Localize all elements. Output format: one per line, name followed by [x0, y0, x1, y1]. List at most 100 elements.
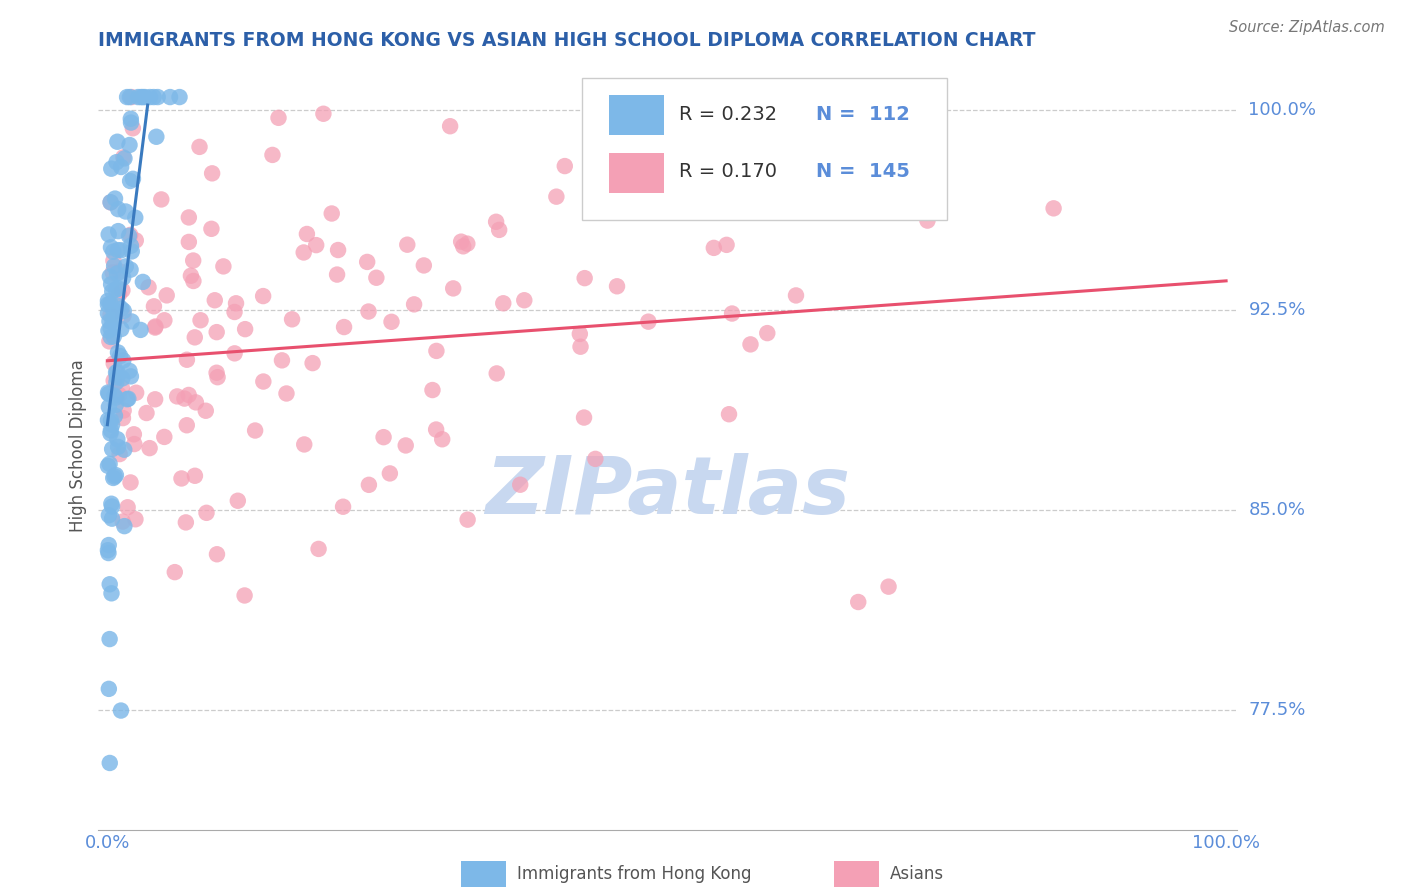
Point	[108, 287, 131, 301]
Point	[97, 508, 120, 523]
Point	[224, 305, 246, 319]
Point	[132, 90, 155, 104]
Point	[637, 315, 659, 329]
Point	[225, 296, 247, 310]
Point	[110, 301, 132, 316]
Point	[120, 238, 142, 252]
Point	[574, 271, 596, 285]
Point	[917, 213, 939, 227]
Point	[101, 265, 124, 279]
Point	[357, 478, 380, 492]
Point	[205, 325, 228, 339]
Point	[103, 469, 125, 483]
Point	[112, 442, 135, 457]
Point	[107, 365, 129, 379]
Point	[546, 189, 568, 203]
Point	[321, 206, 343, 220]
Point	[721, 306, 744, 320]
Point	[105, 135, 128, 149]
Point	[100, 497, 122, 511]
FancyBboxPatch shape	[609, 153, 665, 193]
Text: Immigrants from Hong Kong: Immigrants from Hong Kong	[517, 865, 752, 883]
Point	[114, 260, 136, 274]
Point	[97, 458, 120, 473]
Point	[103, 244, 125, 259]
Point	[583, 451, 606, 466]
Point	[97, 297, 120, 311]
Text: R = 0.170: R = 0.170	[679, 161, 778, 181]
Point	[176, 352, 198, 367]
Point	[103, 329, 125, 343]
Point	[142, 299, 165, 313]
Point	[97, 324, 120, 338]
Point	[121, 121, 143, 136]
Point	[226, 493, 249, 508]
Point	[97, 413, 120, 427]
Point	[100, 195, 122, 210]
Point	[412, 259, 434, 273]
Point	[163, 565, 186, 579]
FancyBboxPatch shape	[609, 95, 665, 135]
Text: Source: ZipAtlas.com: Source: ZipAtlas.com	[1229, 20, 1385, 35]
Point	[100, 413, 122, 427]
Point	[205, 366, 228, 380]
Point	[252, 375, 274, 389]
Point	[212, 260, 235, 274]
Point	[114, 204, 136, 219]
Point	[107, 243, 129, 257]
Point	[124, 512, 146, 526]
Point	[184, 395, 207, 409]
Point	[97, 543, 120, 558]
Point	[271, 353, 294, 368]
Point	[100, 195, 122, 210]
Point	[97, 387, 120, 401]
Point	[120, 112, 142, 126]
Text: 92.5%: 92.5%	[1249, 301, 1306, 319]
Point	[457, 513, 479, 527]
Point	[166, 389, 188, 403]
Point	[492, 296, 515, 310]
Point	[451, 239, 474, 253]
Point	[756, 326, 779, 340]
Point	[305, 238, 328, 252]
Point	[98, 314, 121, 328]
Point	[439, 119, 461, 133]
Point	[118, 228, 141, 243]
Point	[107, 345, 129, 359]
Point	[169, 90, 191, 104]
Point	[112, 304, 135, 318]
Point	[333, 320, 356, 334]
Point	[143, 392, 166, 407]
Text: ZIPatlas: ZIPatlas	[485, 453, 851, 531]
Point	[181, 253, 204, 268]
Point	[184, 330, 207, 344]
Point	[105, 267, 128, 281]
Point	[101, 442, 124, 456]
Point	[233, 322, 256, 336]
Point	[378, 467, 401, 481]
Point	[703, 241, 725, 255]
Point	[177, 211, 200, 225]
Point	[125, 234, 148, 248]
Point	[276, 386, 298, 401]
Point	[100, 426, 122, 441]
Point	[900, 193, 922, 207]
Text: 85.0%: 85.0%	[1249, 501, 1305, 519]
Point	[252, 289, 274, 303]
Point	[112, 403, 135, 417]
Point	[105, 432, 128, 446]
Point	[118, 138, 141, 153]
Point	[485, 367, 508, 381]
Point	[111, 515, 134, 529]
Point	[100, 277, 122, 292]
Point	[111, 283, 134, 297]
Point	[100, 321, 122, 335]
Point	[101, 285, 124, 299]
Point	[357, 304, 380, 318]
Point	[107, 299, 129, 313]
Point	[104, 391, 127, 405]
Point	[717, 407, 740, 421]
Point	[143, 320, 166, 334]
Point	[509, 477, 531, 491]
Point	[301, 356, 323, 370]
